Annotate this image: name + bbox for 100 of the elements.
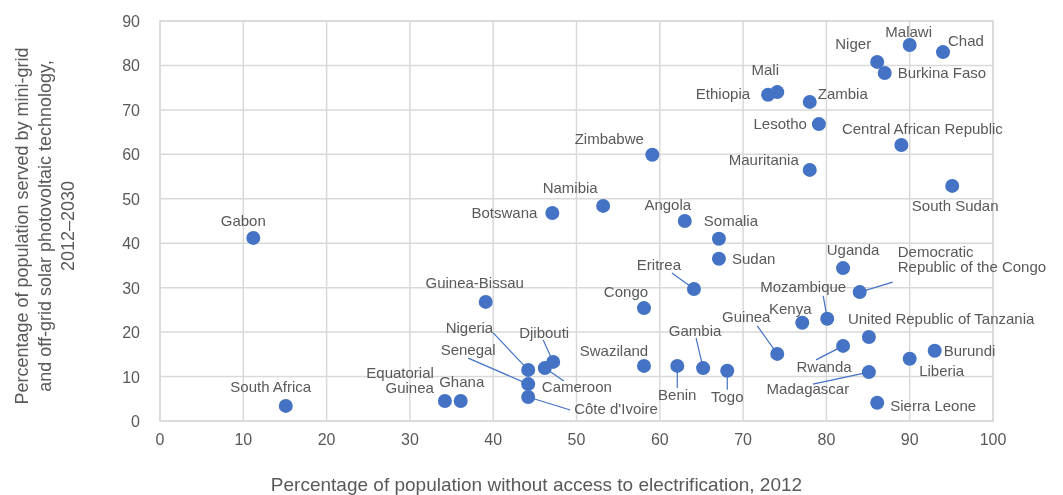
- annotation: Rwanda: [796, 357, 853, 375]
- point: [636, 358, 651, 373]
- point: [945, 178, 960, 193]
- annotation: Chad: [948, 32, 984, 50]
- annotation: United Republic of Tanzania: [847, 310, 1036, 327]
- y-axis-title: Percentage of population served by mini-grid and off-grid solar photovoltaic technology, 2012–2030: [12, 47, 78, 405]
- annotation: Benin: [658, 385, 697, 403]
- annotation: Nigeria: [445, 318, 494, 336]
- point: [645, 147, 660, 162]
- point: [453, 394, 468, 408]
- annotation: Democratic Republic of the Congo: [897, 243, 1047, 276]
- annotation: Senegal: [440, 341, 496, 359]
- point: [545, 206, 560, 220]
- point: [852, 285, 867, 300]
- point: [711, 231, 726, 246]
- y-tick-label: 80: [122, 57, 141, 75]
- annotation: South Sudan: [911, 196, 999, 214]
- y-tick-label: 50: [122, 190, 141, 208]
- annotation: Lesotho: [753, 115, 807, 133]
- y-tick-label: 20: [122, 324, 141, 342]
- point: [636, 301, 651, 316]
- x-tick-label: 70: [734, 431, 753, 448]
- annotation: Côte d'Ivoire: [574, 400, 658, 417]
- annotation: Niger: [835, 34, 872, 52]
- point: [596, 198, 611, 213]
- point: [861, 365, 876, 380]
- point: [677, 214, 692, 228]
- annotation: Zambia: [817, 84, 869, 102]
- annotation: Malawi: [885, 23, 933, 40]
- annotation: Burundi: [943, 341, 996, 359]
- x-tick-label: 100: [979, 431, 1007, 448]
- point: [802, 162, 817, 177]
- point: [521, 362, 536, 377]
- point: [870, 54, 885, 69]
- annotation: Guinea-Bissau: [425, 273, 524, 291]
- annotation: Gambia: [668, 322, 723, 340]
- point: [877, 66, 892, 80]
- x-axis-title: Percentage of population without access to electrification, 2012: [270, 474, 803, 495]
- point: [670, 358, 685, 373]
- point: [902, 351, 917, 366]
- y-tick-label: 40: [122, 235, 141, 253]
- point: [770, 85, 785, 100]
- annotation: Namibia: [542, 178, 599, 196]
- point: [278, 398, 293, 413]
- point: [836, 261, 851, 276]
- annotation: Uganda: [826, 241, 880, 259]
- annotation: Ghana: [439, 373, 485, 390]
- y-tick-label: 60: [122, 146, 141, 164]
- annotation: South Africa: [230, 377, 312, 395]
- annotation: Cameroon: [541, 378, 612, 396]
- point: [836, 338, 851, 353]
- annotation: Kenya: [768, 299, 813, 317]
- y-tick-label: 0: [131, 413, 141, 430]
- point: [521, 390, 536, 404]
- annotation: Somalia: [703, 211, 759, 229]
- x-tick-label: 60: [650, 431, 669, 448]
- y-tick-label: 90: [122, 13, 141, 30]
- x-tick-label: 30: [401, 431, 419, 448]
- point: [894, 138, 909, 152]
- annotation: Liberia: [919, 361, 965, 379]
- point: [521, 377, 536, 392]
- point: [820, 311, 835, 326]
- point: [711, 251, 726, 266]
- point: [696, 361, 711, 376]
- x-tick-label: 80: [817, 431, 836, 448]
- annotation: Zimbabwe: [574, 129, 644, 147]
- point: [686, 282, 701, 296]
- annotation: Togo: [711, 387, 744, 405]
- x-tick-label: 0: [155, 431, 165, 448]
- annotation: Burkina Faso: [897, 64, 987, 81]
- x-tick-label: 40: [484, 431, 503, 448]
- point: [927, 343, 942, 358]
- annotation: Gabon: [220, 211, 266, 229]
- x-tick-label: 20: [317, 431, 336, 448]
- point: [478, 294, 493, 309]
- x-tick-label: 10: [234, 431, 253, 448]
- point: [437, 394, 452, 408]
- annotation: Botswana: [471, 204, 538, 221]
- annotation: Eritrea: [636, 256, 682, 273]
- point: [902, 38, 917, 52]
- annotation: Central African Republic: [841, 120, 1004, 137]
- annotation: Ethiopia: [695, 84, 751, 102]
- annotation: Mali: [751, 61, 780, 79]
- annotation: Madagascar: [766, 380, 850, 398]
- annotation: Mozambique: [760, 277, 847, 295]
- annotation: Djibouti: [519, 323, 570, 341]
- point: [770, 346, 785, 361]
- point: [861, 330, 876, 344]
- annotation: Equatorial Guinea: [366, 364, 435, 396]
- annotation: Angola: [644, 196, 692, 213]
- y-tick-label: 30: [122, 279, 141, 297]
- point: [546, 354, 561, 369]
- point: [870, 395, 885, 410]
- point: [936, 45, 951, 60]
- annotation: Sierra Leone: [890, 396, 977, 414]
- y-tick-label: 10: [122, 368, 141, 386]
- annotation: Congo: [603, 283, 649, 301]
- point: [811, 117, 826, 132]
- point: [246, 230, 261, 245]
- annotation: Mauritania: [728, 150, 800, 168]
